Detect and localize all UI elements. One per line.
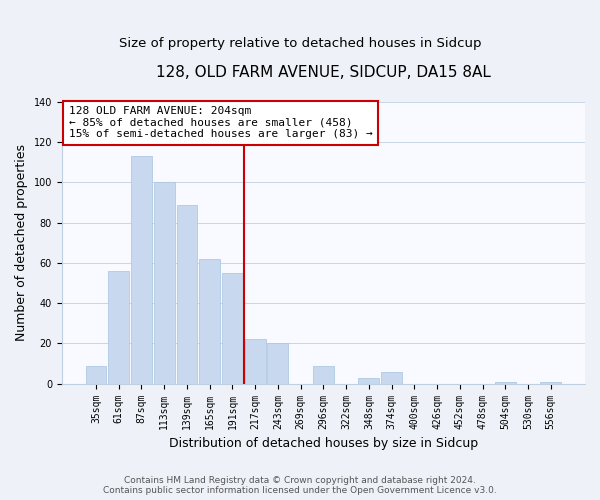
Text: Contains HM Land Registry data © Crown copyright and database right 2024.
Contai: Contains HM Land Registry data © Crown c… bbox=[103, 476, 497, 495]
Bar bbox=[86, 366, 106, 384]
Text: 128 OLD FARM AVENUE: 204sqm
← 85% of detached houses are smaller (458)
15% of se: 128 OLD FARM AVENUE: 204sqm ← 85% of det… bbox=[68, 106, 373, 140]
Bar bbox=[381, 372, 402, 384]
Text: Size of property relative to detached houses in Sidcup: Size of property relative to detached ho… bbox=[119, 38, 481, 51]
Bar bbox=[358, 378, 379, 384]
Bar bbox=[176, 204, 197, 384]
Bar bbox=[540, 382, 561, 384]
Bar bbox=[199, 259, 220, 384]
Bar bbox=[495, 382, 516, 384]
Bar bbox=[268, 344, 289, 384]
Bar bbox=[245, 340, 266, 384]
Y-axis label: Number of detached properties: Number of detached properties bbox=[15, 144, 28, 342]
Bar bbox=[131, 156, 152, 384]
Title: 128, OLD FARM AVENUE, SIDCUP, DA15 8AL: 128, OLD FARM AVENUE, SIDCUP, DA15 8AL bbox=[156, 65, 491, 80]
Bar bbox=[222, 273, 243, 384]
Bar bbox=[108, 271, 129, 384]
Bar bbox=[313, 366, 334, 384]
X-axis label: Distribution of detached houses by size in Sidcup: Distribution of detached houses by size … bbox=[169, 437, 478, 450]
Bar bbox=[154, 182, 175, 384]
